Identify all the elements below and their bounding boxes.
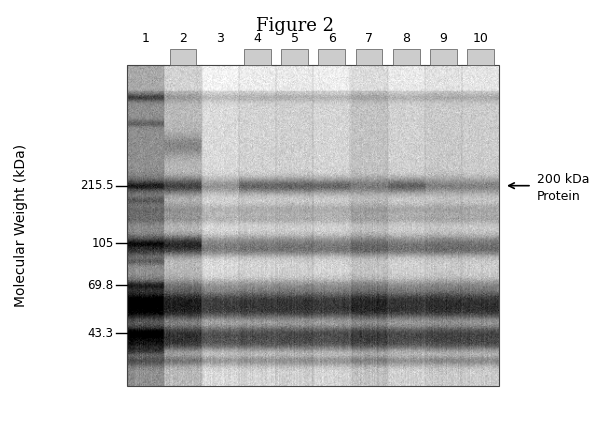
Bar	[430, 49, 457, 65]
Text: 3: 3	[216, 32, 224, 45]
Bar	[393, 49, 420, 65]
Bar	[244, 49, 271, 65]
Text: 200 kDa: 200 kDa	[537, 173, 589, 186]
Text: 6: 6	[328, 32, 336, 45]
Bar	[319, 49, 345, 65]
Text: Figure 2: Figure 2	[256, 17, 335, 35]
Text: 10: 10	[473, 32, 489, 45]
Text: 43.3: 43.3	[87, 327, 113, 340]
Text: 69.8: 69.8	[87, 279, 113, 292]
Bar	[281, 49, 308, 65]
Bar	[467, 49, 494, 65]
Text: 215.5: 215.5	[80, 179, 113, 192]
Text: 2: 2	[179, 32, 187, 45]
Text: 5: 5	[291, 32, 298, 45]
Bar	[170, 49, 196, 65]
Text: Molecular Weight (kDa): Molecular Weight (kDa)	[14, 144, 28, 307]
Text: 9: 9	[440, 32, 447, 45]
Text: 7: 7	[365, 32, 373, 45]
Text: 105: 105	[91, 237, 113, 250]
Text: Protein: Protein	[537, 190, 580, 203]
Bar	[356, 49, 382, 65]
Text: 4: 4	[254, 32, 261, 45]
Bar	[127, 65, 499, 386]
Text: 1: 1	[142, 32, 150, 45]
Text: 8: 8	[402, 32, 410, 45]
